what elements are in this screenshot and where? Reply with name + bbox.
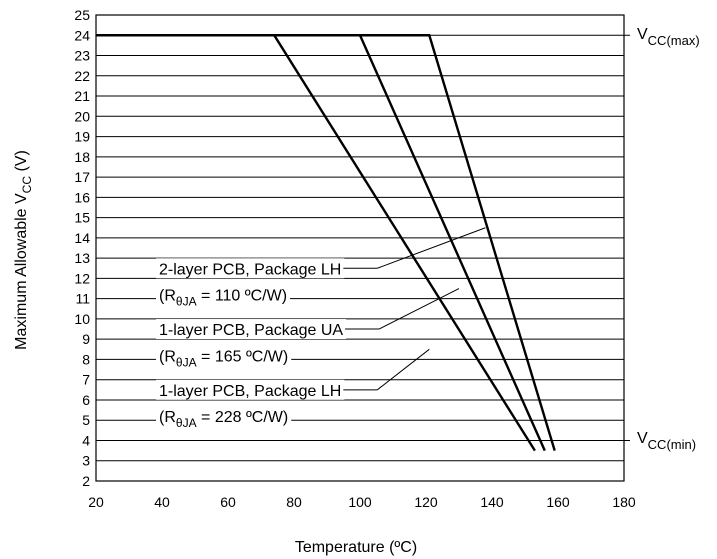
rtheta-prefix: (R: [159, 409, 176, 426]
vcc-max-label-v: V: [637, 26, 648, 43]
leader-diagonal: [377, 348, 430, 391]
x-tick-label: 120: [414, 494, 438, 510]
x-tick-label: 80: [286, 494, 302, 510]
leader-diagonal: [377, 227, 486, 269]
plot-frame: [95, 14, 625, 482]
annotation-rtheta: (RθJA = 228 ºC/W): [159, 409, 288, 430]
annotation-label-mask: [156, 379, 345, 400]
vcc-max-label: VCC(max): [637, 26, 700, 48]
y-tick-label: 4: [82, 432, 90, 448]
annotation-rtheta-mask: [156, 406, 292, 429]
y-axis-label: Maximum Allowable VCC (V): [13, 150, 34, 350]
series-lines: [96, 34, 556, 452]
annotation-rtheta-mask: [156, 345, 292, 368]
x-axis-label: Temperature (ºC): [295, 539, 417, 556]
x-tick-label: 140: [480, 494, 504, 510]
leader-diagonal: [378, 288, 460, 330]
x-tick-label: 160: [546, 494, 570, 510]
y-tick-label: 6: [82, 392, 90, 408]
annotation-label: 1-layer PCB, Package LH: [159, 383, 341, 400]
y-tick-label: 5: [82, 412, 90, 428]
y-tick-label: 25: [74, 7, 90, 23]
rtheta-value: = 110 ºC/W): [197, 288, 287, 305]
y-tick-label: 18: [74, 149, 90, 165]
y-tick-label: 23: [74, 48, 90, 64]
rtheta-prefix: (R: [159, 348, 176, 365]
y-tick-label: 7: [82, 372, 90, 388]
vcc-min-label: VCC(min): [637, 430, 696, 452]
y-axis-label-unit: (V): [13, 150, 30, 176]
rtheta-value: = 228 ºC/W): [197, 409, 289, 426]
annotation-rtheta-mask: [156, 284, 291, 307]
y-tick-label: 17: [74, 169, 90, 185]
rtheta-sub: θJA: [176, 295, 197, 309]
x-tick-label: 60: [220, 494, 236, 510]
annotation-label-mask: [156, 258, 345, 279]
y-tick-label: 16: [74, 189, 90, 205]
y-tick-label: 2: [82, 473, 90, 489]
y-axis-label-sub: CC: [20, 176, 34, 194]
y-tick-label: 9: [82, 331, 90, 347]
y-tick-label: 22: [74, 68, 90, 84]
y-tick-label: 11: [75, 291, 90, 307]
series-line: [96, 34, 536, 452]
x-tick-label: 20: [88, 494, 104, 510]
annotation-rtheta: (RθJA = 165 ºC/W): [159, 348, 288, 369]
x-tick-label: 180: [612, 494, 636, 510]
y-tick-label: 15: [74, 210, 90, 226]
vcc-min-label-sub: CC(min): [648, 437, 696, 452]
y-tick-label: 24: [74, 27, 90, 43]
y-tick-label: 19: [74, 129, 90, 145]
annotation-rtheta: (RθJA = 110 ºC/W): [159, 288, 287, 309]
rtheta-value: = 165 ºC/W): [197, 348, 289, 365]
y-tick-label: 21: [74, 88, 90, 104]
annotations: 2-layer PCB, Package LH(RθJA = 110 ºC/W)…: [156, 227, 486, 430]
y-axis-label-text: Maximum Allowable V: [13, 193, 30, 350]
y-tick-label: 20: [74, 108, 90, 124]
x-tick-label: 40: [154, 494, 170, 510]
annotation-label: 2-layer PCB, Package LH: [159, 261, 341, 278]
y-tick-label: 14: [74, 230, 90, 246]
tick-labels: 2345678910111213141516171819202122232425…: [74, 7, 635, 510]
annotation-label: 1-layer PCB, Package UA: [159, 322, 343, 339]
y-tick-label: 12: [74, 270, 90, 286]
rtheta-sub: θJA: [176, 355, 197, 369]
annotation-label-mask: [156, 319, 347, 340]
vcc-max-label-sub: CC(max): [648, 33, 700, 48]
y-tick-label: 3: [82, 453, 90, 469]
x-tick-label: 100: [348, 494, 372, 510]
vcc-min-label-v: V: [637, 430, 648, 447]
y-tick-label: 10: [74, 311, 90, 327]
rtheta-sub: θJA: [176, 416, 197, 430]
rtheta-prefix: (R: [159, 288, 176, 305]
y-tick-label: 13: [74, 250, 90, 266]
y-tick-label: 8: [82, 351, 90, 367]
